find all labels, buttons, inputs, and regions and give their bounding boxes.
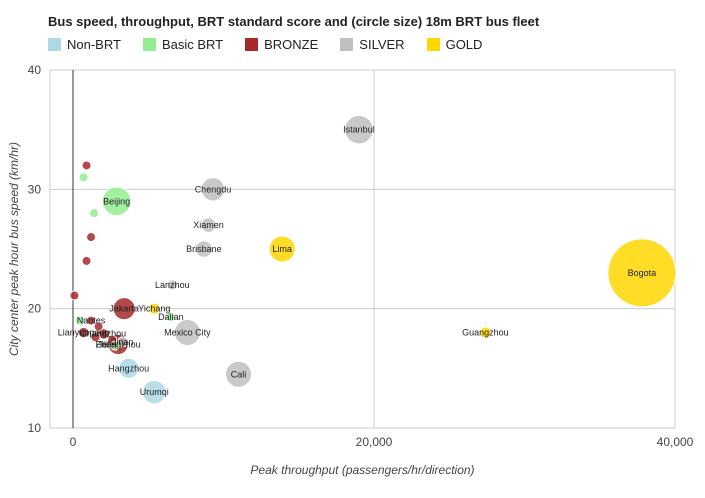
legend: Non-BRT Basic BRT BRONZE SILVER GOLD bbox=[48, 37, 504, 52]
y-tick-label: 20 bbox=[28, 302, 42, 316]
data-point bbox=[110, 340, 121, 351]
point-label: Mexico City bbox=[164, 328, 211, 338]
legend-label: BRONZE bbox=[264, 37, 319, 52]
point-label: Dalian bbox=[158, 312, 184, 322]
data-point bbox=[101, 186, 132, 217]
data-point bbox=[112, 297, 136, 321]
data-point bbox=[200, 217, 217, 234]
legend-swatch bbox=[245, 38, 259, 51]
legend-label: GOLD bbox=[445, 37, 483, 52]
x-tick-label: 20,000 bbox=[356, 435, 393, 449]
legend-swatch bbox=[340, 38, 354, 51]
point-label: Guangzhou bbox=[462, 328, 509, 338]
data-point bbox=[173, 318, 201, 347]
point-label: Lima bbox=[272, 244, 292, 254]
data-point bbox=[81, 255, 92, 266]
legend-item[interactable]: BRONZE bbox=[245, 37, 318, 52]
legend-swatch bbox=[48, 38, 61, 51]
data-point bbox=[200, 177, 226, 202]
point-label: Hangzhou bbox=[108, 363, 149, 373]
data-point bbox=[165, 312, 176, 323]
legend-item[interactable]: GOLD bbox=[426, 37, 483, 52]
legend-item[interactable]: Basic BRT bbox=[142, 37, 224, 52]
point-label: Istanbul bbox=[343, 125, 375, 135]
point-label: Urumqi bbox=[140, 387, 169, 397]
data-point bbox=[75, 315, 86, 326]
point-label: Changzhou bbox=[80, 329, 126, 339]
point-label: Nantes bbox=[77, 316, 106, 326]
legend-label: Non-BRT bbox=[67, 37, 121, 52]
point-label: Bogota bbox=[628, 268, 657, 278]
point-label: Jakarta bbox=[109, 304, 139, 314]
y-tick-label: 40 bbox=[28, 63, 42, 77]
data-point bbox=[86, 315, 97, 326]
legend-item[interactable]: SILVER bbox=[340, 37, 405, 52]
y-tick-label: 30 bbox=[28, 182, 42, 196]
chart-title: Bus speed, throughput, BRT standard scor… bbox=[48, 14, 540, 29]
data-point bbox=[118, 357, 140, 379]
data-point bbox=[225, 360, 253, 388]
legend-swatch bbox=[426, 38, 440, 51]
point-label: Chengdu bbox=[195, 184, 232, 194]
data-point bbox=[89, 208, 100, 219]
x-tick-label: 0 bbox=[70, 435, 77, 449]
data-point bbox=[166, 279, 179, 291]
point-label: Yichang bbox=[138, 304, 170, 314]
point-label: Zhengzhou bbox=[96, 339, 141, 349]
data-point bbox=[86, 232, 97, 243]
point-label: Lianyungang bbox=[58, 328, 110, 338]
data-point bbox=[344, 114, 374, 145]
data-point bbox=[69, 290, 80, 301]
legend-label: SILVER bbox=[359, 37, 405, 52]
point-label: Jinan bbox=[112, 337, 134, 347]
y-tick-label: 10 bbox=[28, 421, 42, 435]
data-point bbox=[607, 238, 677, 308]
data-point bbox=[479, 326, 492, 339]
point-label: Beijing bbox=[103, 196, 130, 206]
point-label: Xiamen bbox=[193, 220, 224, 230]
legend-swatch bbox=[142, 38, 156, 51]
data-point bbox=[77, 326, 90, 339]
data-point bbox=[195, 240, 213, 258]
data-point bbox=[78, 172, 89, 183]
data-point bbox=[81, 160, 92, 171]
y-axis-title: City center peak hour bus speed (km/hr) bbox=[7, 142, 21, 356]
point-label: Cali bbox=[231, 369, 247, 379]
legend-item[interactable]: Non-BRT bbox=[48, 37, 121, 52]
x-tick-label: 40,000 bbox=[657, 435, 694, 449]
data-point bbox=[142, 380, 167, 405]
data-point bbox=[93, 321, 104, 332]
point-label: Hefei bbox=[96, 339, 117, 349]
data-point bbox=[148, 302, 161, 315]
data-point bbox=[90, 332, 101, 343]
point-label: Brisbane bbox=[186, 244, 222, 254]
x-axis-title: Peak throughput (passengers/hr/direction… bbox=[250, 463, 474, 477]
point-label: Lanzhou bbox=[155, 280, 190, 290]
data-point bbox=[268, 235, 296, 263]
legend-label: Basic BRT bbox=[161, 37, 224, 52]
